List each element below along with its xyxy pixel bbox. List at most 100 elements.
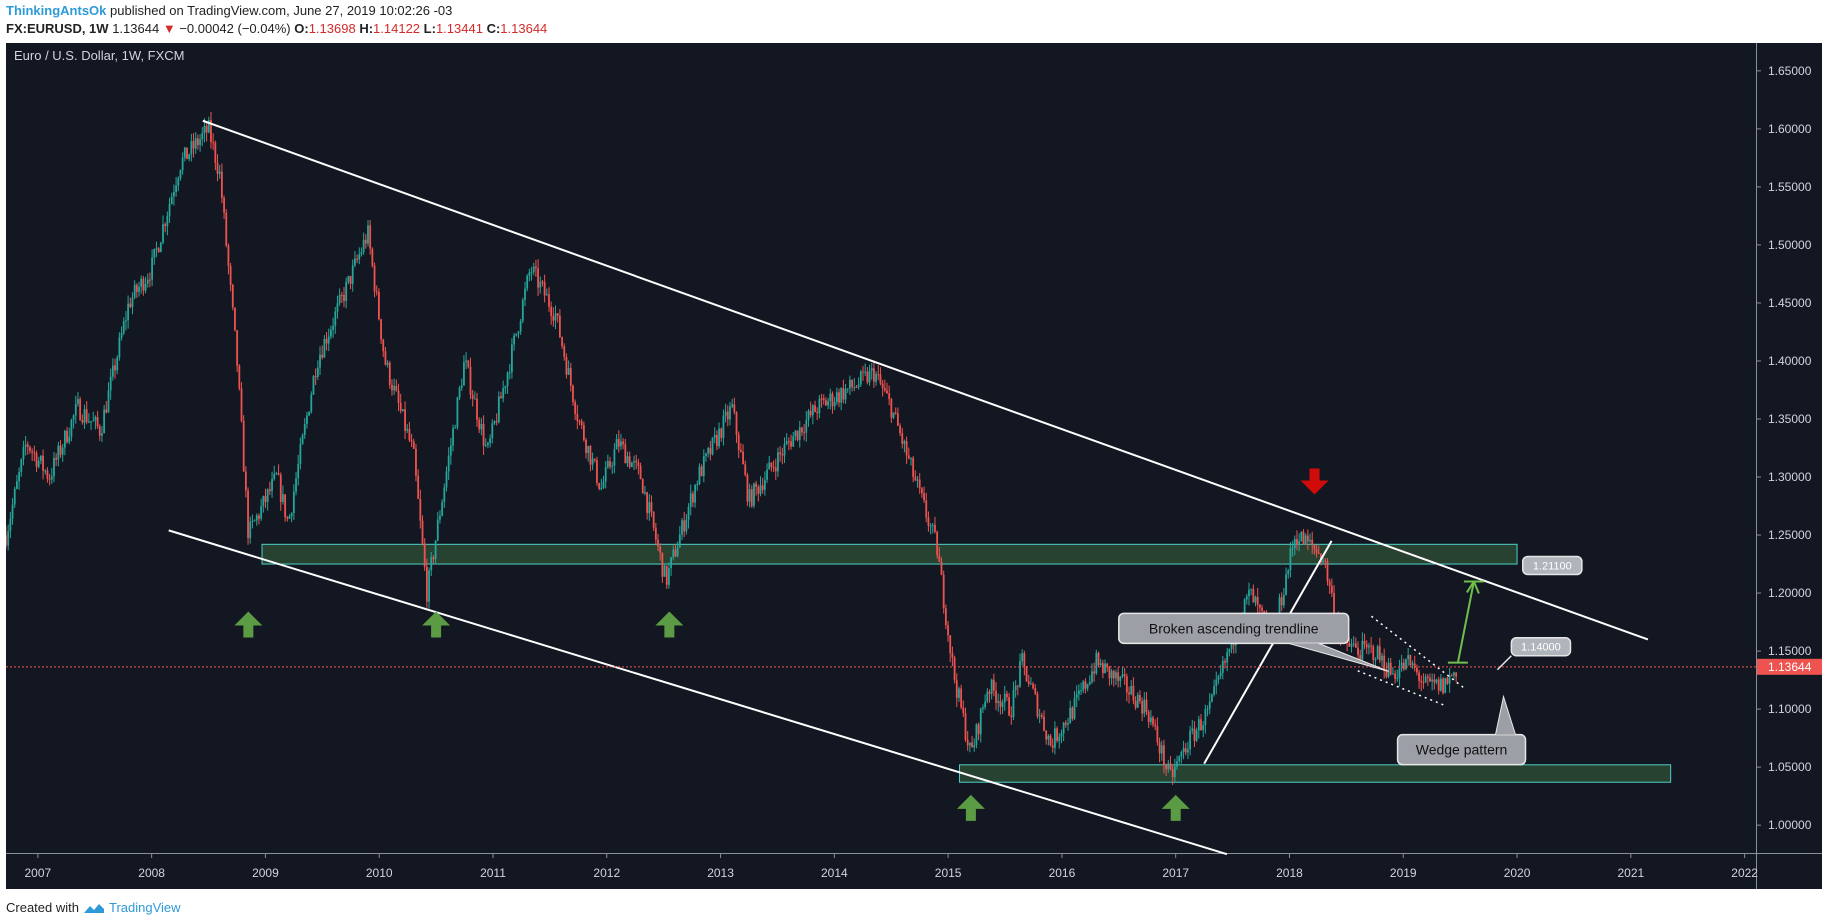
candle-body bbox=[942, 574, 945, 609]
candle-body bbox=[809, 410, 812, 416]
candle-body bbox=[761, 485, 764, 490]
candle-body bbox=[467, 360, 470, 367]
candle-body bbox=[1058, 736, 1061, 741]
candle-body bbox=[48, 478, 51, 480]
candle-body bbox=[696, 484, 699, 486]
tradingview-brand[interactable]: TradingView bbox=[108, 900, 181, 915]
candle-body bbox=[722, 415, 725, 438]
candle-body bbox=[177, 178, 180, 186]
candle-body bbox=[796, 430, 799, 440]
candle-body bbox=[1219, 672, 1222, 677]
candle-body bbox=[92, 420, 95, 422]
candle-body bbox=[242, 420, 245, 472]
author-link[interactable]: ThinkingAntsOk bbox=[6, 3, 107, 18]
candle-body bbox=[118, 337, 121, 358]
candle-body bbox=[11, 504, 14, 519]
candle-body bbox=[916, 479, 919, 481]
candle-body bbox=[292, 491, 295, 514]
candle-body bbox=[997, 701, 1000, 703]
candle-body bbox=[899, 425, 901, 434]
candle-body bbox=[1228, 649, 1231, 653]
candle-body bbox=[718, 428, 720, 447]
candle-body bbox=[1075, 694, 1078, 699]
candle-body bbox=[894, 412, 897, 414]
candle-body bbox=[120, 333, 123, 338]
candle-body bbox=[138, 286, 140, 292]
price-chart[interactable]: Euro / U.S. Dollar, 1W, FXCM 1.65000 1.600… bbox=[6, 43, 1822, 889]
candle-body bbox=[827, 401, 830, 406]
candle-body bbox=[672, 549, 675, 558]
candle-body bbox=[1069, 707, 1072, 724]
candle-body bbox=[1348, 642, 1351, 647]
current-price-badge bbox=[1757, 658, 1822, 675]
candle-body bbox=[1080, 690, 1082, 692]
candle-body bbox=[615, 439, 618, 450]
candle-body bbox=[1141, 701, 1144, 714]
candle-body bbox=[724, 411, 727, 416]
candle-body bbox=[1154, 724, 1157, 727]
candle-body bbox=[1132, 685, 1135, 701]
candle-body bbox=[772, 467, 775, 469]
candle-body bbox=[303, 424, 306, 435]
candle-body bbox=[266, 489, 269, 503]
change-value: −0.00042 (−0.04%) bbox=[179, 21, 291, 36]
candle-body bbox=[1426, 676, 1429, 678]
candle-body bbox=[1077, 690, 1080, 695]
candle-body bbox=[641, 479, 644, 494]
candle-body bbox=[1363, 640, 1366, 645]
candle-body bbox=[356, 258, 358, 260]
candle-body bbox=[74, 404, 77, 416]
lower-channel bbox=[168, 529, 1228, 856]
y-tick-label: 1.30000 bbox=[1768, 470, 1812, 484]
candle-body bbox=[458, 387, 461, 398]
candle-body bbox=[689, 493, 692, 508]
candle-body bbox=[375, 291, 378, 293]
low-value: 1.13441 bbox=[435, 21, 483, 36]
candle-body bbox=[1176, 761, 1178, 767]
candle-body bbox=[1254, 596, 1257, 603]
candle-body bbox=[70, 419, 73, 437]
candle-body bbox=[155, 248, 158, 250]
candle-body bbox=[835, 392, 838, 403]
candle-body bbox=[460, 385, 463, 388]
candle-body bbox=[635, 460, 638, 463]
candle-body bbox=[1082, 681, 1085, 691]
price-label-box bbox=[1510, 636, 1572, 657]
candle-body bbox=[469, 366, 472, 395]
candle-body bbox=[367, 225, 369, 244]
candle-body bbox=[268, 489, 271, 492]
candle-body bbox=[1302, 531, 1305, 545]
candle-body bbox=[218, 171, 221, 174]
candle-body bbox=[1306, 535, 1309, 542]
candle-body bbox=[744, 464, 747, 475]
candle-body bbox=[676, 547, 679, 557]
candle-body bbox=[637, 462, 640, 467]
candle-body bbox=[543, 281, 546, 296]
candle-body bbox=[565, 357, 568, 375]
candle-body bbox=[473, 398, 476, 400]
candle-body bbox=[1086, 684, 1089, 689]
annotation-box bbox=[1118, 612, 1350, 645]
candle-body bbox=[1357, 647, 1359, 656]
candle-body bbox=[920, 488, 923, 494]
candle-body bbox=[733, 404, 736, 413]
candle-body bbox=[214, 142, 217, 163]
candle-body bbox=[471, 394, 474, 399]
candle-body bbox=[1374, 659, 1377, 661]
candle-body bbox=[384, 351, 387, 365]
candle-body bbox=[497, 396, 500, 423]
candle-body bbox=[489, 438, 492, 444]
candle-body bbox=[654, 527, 657, 540]
candle-body bbox=[663, 565, 666, 577]
candle-body bbox=[151, 257, 154, 280]
candle-body bbox=[870, 368, 873, 371]
candle-body bbox=[737, 434, 740, 451]
candle-body bbox=[896, 413, 899, 426]
candle-body bbox=[833, 402, 836, 407]
candle-body bbox=[114, 365, 116, 371]
candle-body bbox=[260, 506, 263, 519]
candle-body bbox=[1101, 663, 1104, 674]
candle-body bbox=[1121, 674, 1124, 677]
candle-body bbox=[330, 329, 332, 337]
candle-body bbox=[1420, 680, 1423, 683]
